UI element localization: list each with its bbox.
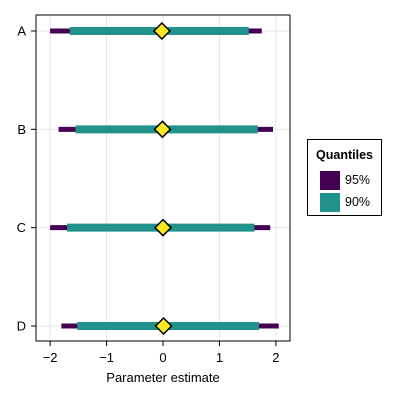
point-estimate-A (152, 21, 171, 41)
legend-item-95: 95% (320, 170, 370, 190)
y-tick-label-A: A (17, 24, 26, 39)
legend: Quantiles 95% 90% (307, 139, 382, 216)
x-tick-label-1: −1 (99, 350, 114, 365)
y-tick-label-B: B (17, 122, 26, 137)
x-axis-ticks: −2 −1 0 1 2 (43, 341, 280, 365)
point-estimate-D (154, 316, 173, 336)
legend-label-90: 90% (345, 195, 371, 209)
y-tick-label-C: C (17, 220, 26, 235)
x-tick-label-4: 2 (272, 350, 279, 365)
legend-label-95: 95% (345, 173, 371, 187)
x-axis-label: Parameter estimate (106, 370, 219, 385)
x-tick-label-2: 0 (159, 350, 166, 365)
point-estimates (152, 21, 173, 336)
legend-swatch-90 (320, 192, 340, 212)
legend-item-90: 90% (320, 192, 370, 212)
y-tick-label-D: D (17, 319, 26, 334)
interval-bars (50, 27, 279, 330)
point-estimate-B (153, 120, 172, 139)
legend-title: Quantiles (316, 148, 373, 162)
x-tick-label-0: −2 (43, 350, 58, 365)
y-axis-ticks: A B C D (17, 24, 36, 334)
legend-swatch-95 (320, 170, 340, 190)
x-tick-label-3: 1 (216, 350, 223, 365)
grid-lines (36, 15, 290, 341)
point-estimate-C (153, 218, 173, 237)
